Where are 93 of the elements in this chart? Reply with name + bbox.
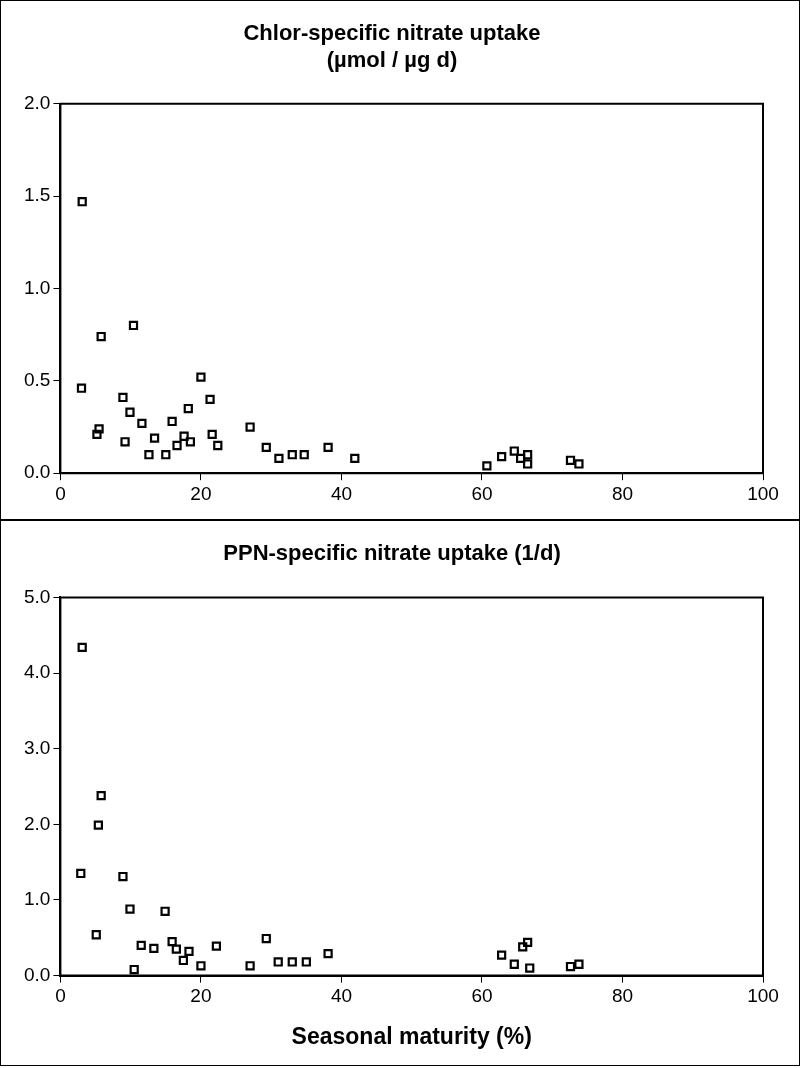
point: [149, 433, 160, 443]
point: [565, 455, 576, 465]
y-tick-label: 1.0: [23, 276, 51, 298]
x-tick-label: 40: [330, 985, 353, 1007]
point: [118, 392, 128, 403]
x-tick-label: 60: [471, 985, 493, 1007]
point: [211, 941, 222, 951]
point: [91, 930, 101, 940]
point: [137, 418, 147, 428]
point: [523, 459, 533, 469]
point: [183, 403, 193, 414]
point: [509, 446, 519, 456]
x-tick-label: 0: [55, 482, 66, 504]
point: [118, 871, 128, 882]
point: [136, 940, 146, 950]
point: [171, 944, 181, 954]
x-tick-label: 20: [190, 482, 212, 504]
point: [76, 383, 87, 393]
x-tick-label: 0: [55, 985, 66, 1007]
x-tick-label: 100: [747, 985, 779, 1007]
y-tick-label: 5.0: [23, 585, 51, 607]
point: [185, 437, 196, 447]
y-tick-label: 0.0: [23, 963, 51, 985]
point: [178, 955, 188, 966]
point: [523, 450, 533, 460]
point: [350, 453, 360, 464]
point: [261, 442, 271, 452]
point: [120, 437, 130, 447]
x-axis-title: Seasonal maturity (%): [291, 1022, 532, 1049]
point: [273, 957, 283, 967]
y-tick-label: 0.5: [23, 369, 51, 391]
point: [323, 949, 333, 959]
point: [94, 424, 104, 434]
point: [196, 372, 206, 382]
point: [207, 429, 217, 440]
point: [205, 394, 215, 404]
point: [125, 407, 135, 417]
point: [92, 429, 102, 440]
x-tick-label: 60: [471, 482, 493, 504]
point: [515, 453, 526, 464]
x-tick-label: 40: [330, 482, 353, 504]
point: [523, 937, 533, 947]
point: [274, 453, 284, 464]
point: [77, 642, 87, 652]
y-tick-label: 1.0: [23, 888, 51, 910]
point: [497, 451, 507, 462]
point: [574, 459, 584, 469]
y-tick-label: 1.5: [23, 184, 51, 206]
point: [497, 950, 507, 960]
point: [125, 904, 135, 914]
point: [245, 961, 255, 971]
point: [128, 320, 139, 331]
point: [184, 946, 194, 957]
point: [96, 331, 106, 342]
point: [149, 943, 159, 954]
point: [196, 961, 206, 971]
chart-title: Chlor-specific nitrate uptake (µmol / µg d): [243, 20, 541, 72]
point: [525, 963, 535, 973]
x-tick-label: 20: [190, 985, 212, 1007]
point: [287, 450, 297, 460]
y-tick-label: 2.0: [23, 812, 51, 834]
point: [287, 957, 297, 967]
point: [144, 450, 154, 460]
point: [482, 461, 492, 471]
point: [167, 416, 177, 427]
point: [323, 442, 333, 452]
y-tick-label: 4.0: [23, 661, 51, 683]
y-tick-label: 3.0: [23, 736, 51, 758]
point: [574, 959, 584, 969]
point: [93, 820, 103, 830]
point: [96, 790, 106, 801]
point: [77, 197, 87, 207]
point: [299, 450, 309, 460]
point: [160, 906, 170, 916]
point: [129, 964, 139, 975]
point: [167, 936, 177, 947]
x-tick-label: 80: [611, 985, 634, 1007]
point: [301, 957, 311, 967]
y-tick-label: 2.0: [23, 92, 51, 114]
x-tick-label: 80: [611, 482, 634, 504]
point: [161, 450, 171, 460]
x-tick-label: 100: [747, 482, 779, 504]
point: [179, 431, 189, 441]
point: [565, 961, 576, 972]
point: [172, 440, 182, 451]
chart-title: PPN-specific nitrate uptake (1/d): [223, 540, 561, 566]
point: [261, 933, 271, 944]
y-tick-label: 0.0: [23, 461, 51, 483]
point: [76, 868, 86, 879]
point: [213, 440, 223, 451]
point: [509, 959, 519, 969]
point: [518, 942, 528, 952]
point: [245, 422, 255, 432]
